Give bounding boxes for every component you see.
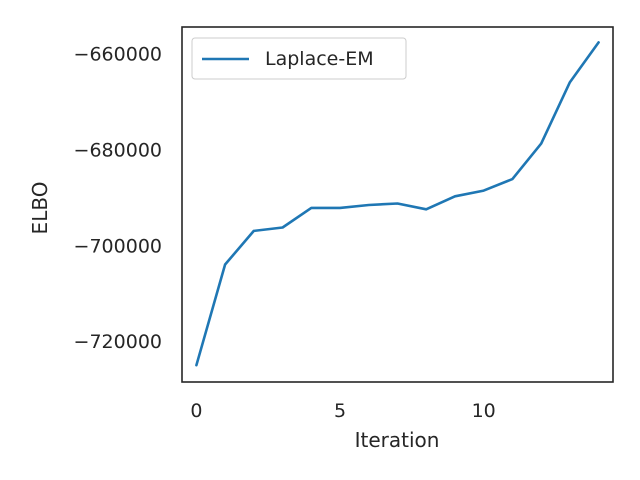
legend-label: Laplace-EM: [265, 48, 374, 70]
x-tick-labels: 0 5 10: [190, 400, 495, 422]
x-axis-label: Iteration: [355, 428, 440, 452]
x-tick-label: 0: [190, 400, 202, 422]
y-axis-label: ELBO: [28, 182, 52, 235]
series-lines: [195, 41, 600, 367]
x-tick-label: 5: [334, 400, 346, 422]
legend: Laplace-EM: [191, 37, 407, 80]
y-tick-label: −720000: [74, 331, 162, 353]
y-tick-labels: −720000 −700000 −680000 −660000: [74, 43, 162, 353]
y-tick-label: −680000: [74, 139, 162, 161]
x-tick-label: 10: [472, 400, 496, 422]
y-tick-label: −660000: [74, 43, 162, 65]
series-line-laplace-em: [195, 41, 600, 367]
legend-box: [191, 37, 407, 80]
y-tick-label: −700000: [74, 235, 162, 257]
